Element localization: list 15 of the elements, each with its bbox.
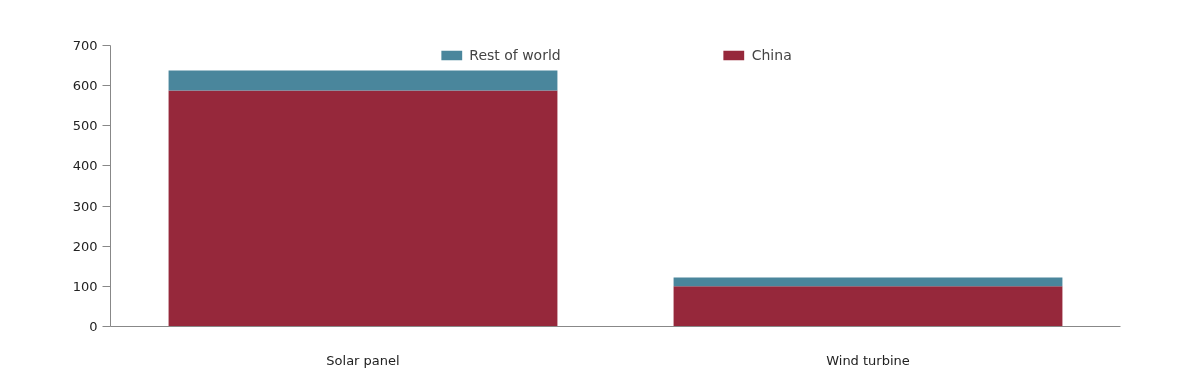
legend-label: Rest of world xyxy=(469,47,561,63)
y-tick-label: 700 xyxy=(72,38,98,53)
y-tick-label: 200 xyxy=(72,238,98,254)
y-tick-label: 600 xyxy=(72,78,98,94)
x-tick-label: Solar panel xyxy=(326,352,400,368)
y-tick-label: 500 xyxy=(72,118,98,134)
bar xyxy=(673,286,1063,327)
legend-label: China xyxy=(751,47,792,63)
x-tick-label: Wind turbine xyxy=(826,352,910,368)
y-tick-label: 300 xyxy=(72,198,98,214)
y-tick-label: 100 xyxy=(72,278,98,294)
y-tick-label: 400 xyxy=(72,158,98,174)
bar xyxy=(673,277,1063,287)
bar xyxy=(168,70,558,91)
y-tick-label: 0 xyxy=(89,319,98,334)
